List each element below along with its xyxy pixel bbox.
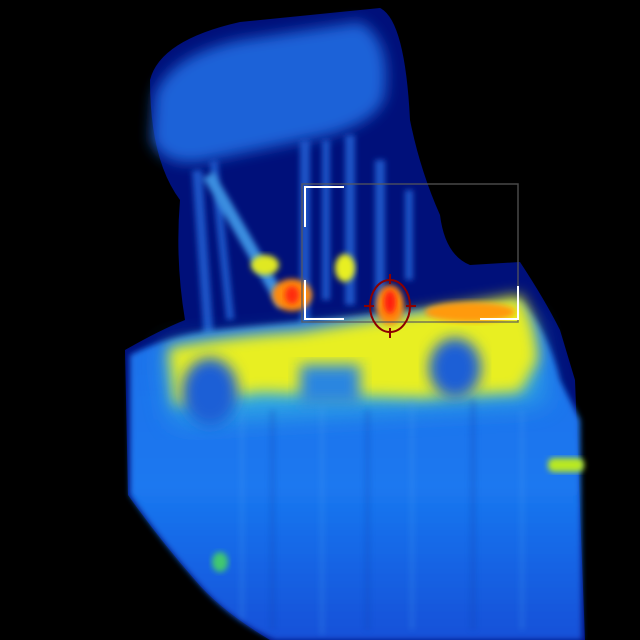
mid-gap	[300, 365, 360, 405]
left-wheel	[182, 358, 238, 426]
roi-box[interactable]	[301, 183, 519, 323]
crosshair-reticle-icon[interactable]	[364, 274, 416, 338]
warm-pocket	[335, 254, 355, 282]
hotspot-left-core	[285, 286, 299, 304]
top-tank	[152, 22, 387, 163]
lower-blob	[212, 552, 228, 572]
hotspot-target-core	[384, 290, 396, 314]
warm-pocket-2	[251, 255, 279, 275]
streak-texture	[240, 400, 524, 635]
right-streak	[548, 458, 584, 472]
right-wheel	[429, 338, 481, 398]
focus-bracket-icon	[304, 186, 519, 320]
hotspot-right	[425, 302, 515, 322]
